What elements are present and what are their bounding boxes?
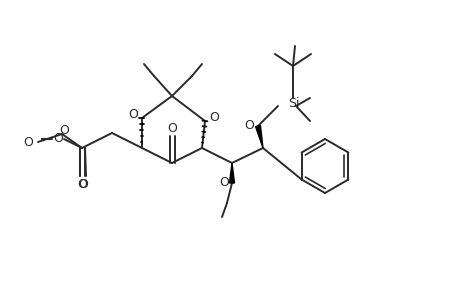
Text: Si: Si [287,97,299,110]
Text: O: O [208,110,218,124]
Text: O: O [59,124,69,136]
Text: O: O [167,122,177,134]
Text: O: O [128,107,138,121]
Text: O: O [77,178,87,190]
Text: O: O [23,136,33,148]
Text: O: O [218,176,229,190]
Text: O: O [244,118,253,131]
Text: O: O [78,178,88,190]
Text: O: O [53,131,63,145]
Polygon shape [229,163,234,183]
Polygon shape [255,125,263,148]
